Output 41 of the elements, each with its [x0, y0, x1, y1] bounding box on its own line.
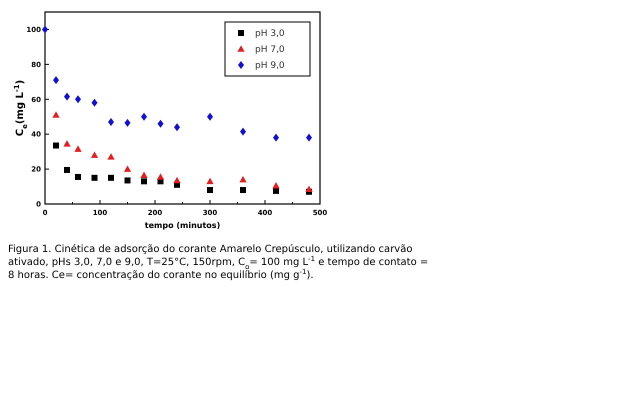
point [64, 166, 70, 173]
x-axis-title: tempo (minutos) [144, 221, 220, 230]
point [92, 98, 98, 107]
point [108, 174, 114, 181]
point [107, 153, 115, 160]
point [239, 176, 247, 182]
point [158, 120, 164, 128]
point [141, 112, 147, 121]
point [90, 152, 98, 158]
point [75, 174, 81, 180]
point [173, 176, 181, 184]
point [42, 25, 48, 34]
legend-label: pH 7,0 [255, 45, 285, 55]
legend-label: pH 9,0 [255, 61, 285, 71]
point [108, 118, 114, 126]
text: Figura 1. Cinética de adsorção do corante Amarelo Crepúsculo, utilizando carvão ativado, pHs 3,0, 7,0 e 9,0, T=25°C, 150rpm, C$_{o}$= 100 mg L$^{-1}$ e tempo de contato = 8 horas. Ce= concentração do corante no equilíbrio (mg g$^{-1}$). [8, 244, 428, 281]
point [74, 145, 82, 152]
point [92, 174, 98, 181]
point [124, 177, 130, 184]
point [306, 134, 312, 142]
point [63, 140, 71, 147]
point [52, 111, 60, 118]
point [124, 165, 132, 172]
point [240, 128, 246, 136]
point [240, 187, 246, 194]
point [156, 173, 164, 180]
point [207, 187, 213, 194]
point [53, 76, 59, 84]
point [140, 172, 148, 178]
point [207, 112, 213, 121]
point [273, 134, 279, 142]
point [174, 123, 180, 132]
point [305, 186, 313, 192]
point [75, 95, 81, 104]
point [124, 118, 130, 127]
point [64, 92, 70, 101]
point [206, 178, 214, 184]
point [53, 142, 59, 149]
point [141, 178, 147, 184]
legend-label: pH 3,0 [255, 29, 285, 39]
point [272, 182, 280, 188]
